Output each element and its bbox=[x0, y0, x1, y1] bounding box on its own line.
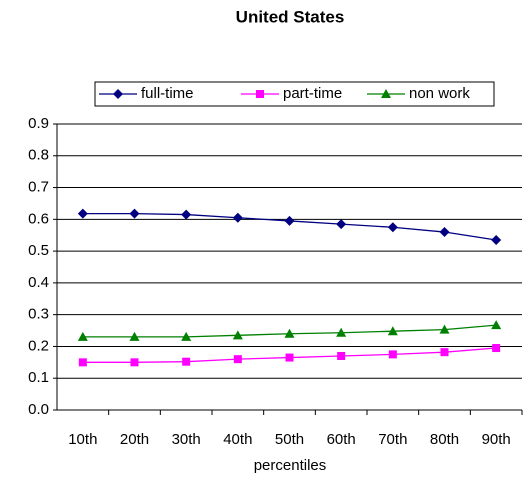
marker bbox=[388, 350, 397, 359]
marker bbox=[181, 331, 192, 341]
marker bbox=[233, 355, 242, 364]
legend-label: non work bbox=[409, 85, 470, 102]
y-tick-label: 0.1 bbox=[28, 369, 49, 386]
marker bbox=[256, 90, 264, 98]
marker bbox=[182, 357, 191, 366]
x-tick-label: 50th bbox=[275, 431, 304, 448]
x-tick-label: 40th bbox=[223, 431, 252, 448]
x-axis-label: percentiles bbox=[254, 457, 327, 474]
marker bbox=[439, 324, 450, 334]
marker bbox=[129, 208, 140, 219]
marker bbox=[381, 89, 391, 98]
x-tick-label: 60th bbox=[327, 431, 356, 448]
x-tick-label: 10th bbox=[68, 431, 97, 448]
marker bbox=[232, 330, 243, 340]
marker bbox=[77, 208, 88, 219]
legend-label: part-time bbox=[283, 85, 342, 102]
marker bbox=[336, 219, 347, 230]
marker bbox=[439, 227, 450, 238]
marker bbox=[113, 89, 123, 99]
marker bbox=[336, 327, 347, 337]
x-tick-label: 70th bbox=[378, 431, 407, 448]
y-tick-label: 0.5 bbox=[28, 242, 49, 259]
marker bbox=[284, 328, 295, 338]
marker bbox=[491, 320, 502, 330]
marker bbox=[78, 358, 87, 367]
marker bbox=[181, 209, 192, 220]
chart-title: United States bbox=[236, 7, 345, 26]
y-tick-label: 0.8 bbox=[28, 147, 49, 164]
y-tick-label: 0.6 bbox=[28, 210, 49, 227]
marker bbox=[284, 215, 295, 226]
y-tick-label: 0.7 bbox=[28, 179, 49, 196]
marker bbox=[77, 331, 88, 341]
x-tick-label: 90th bbox=[482, 431, 511, 448]
x-tick-label: 80th bbox=[430, 431, 459, 448]
legend-box bbox=[94, 81, 495, 107]
y-tick-label: 0.4 bbox=[28, 274, 49, 291]
marker bbox=[440, 348, 449, 357]
x-tick-label: 20th bbox=[120, 431, 149, 448]
y-tick-label: 0.3 bbox=[28, 306, 49, 323]
legend-label: full-time bbox=[141, 85, 194, 102]
marker bbox=[285, 353, 294, 362]
marker bbox=[492, 344, 501, 353]
marker bbox=[129, 331, 140, 341]
marker bbox=[232, 212, 243, 223]
marker bbox=[387, 222, 398, 233]
y-tick-label: 0.0 bbox=[28, 401, 49, 418]
x-tick-label: 30th bbox=[172, 431, 201, 448]
marker bbox=[491, 234, 502, 245]
marker bbox=[130, 358, 139, 367]
y-tick-label: 0.9 bbox=[28, 115, 49, 132]
marker bbox=[387, 326, 398, 336]
y-tick-label: 0.2 bbox=[28, 337, 49, 354]
marker bbox=[337, 351, 346, 360]
